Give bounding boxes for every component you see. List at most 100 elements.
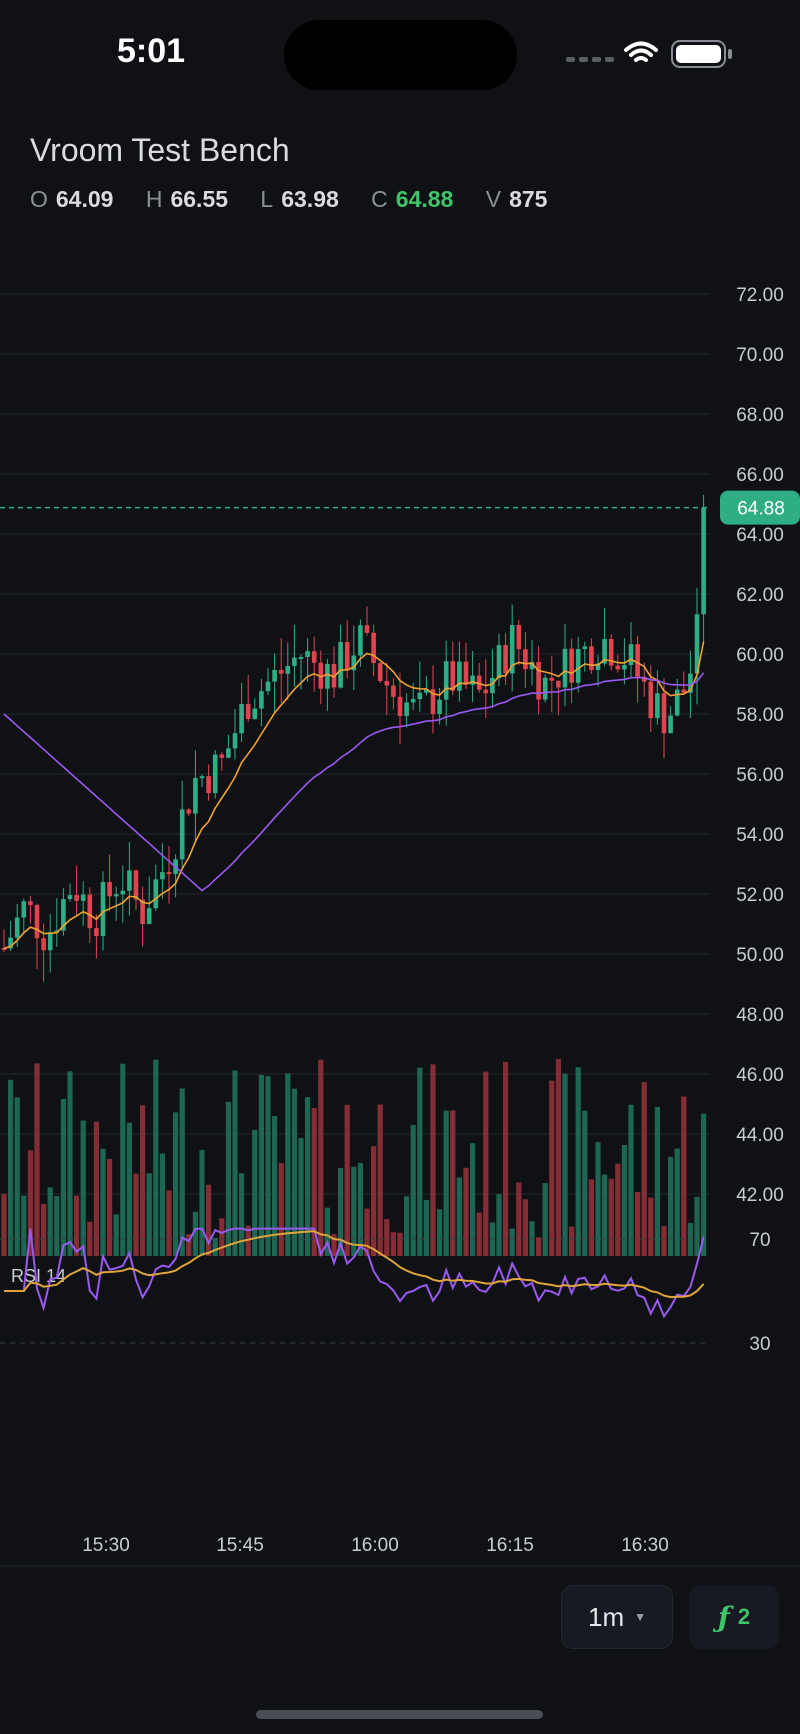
volume-bar <box>668 1156 674 1256</box>
volume-bars <box>1 1058 707 1256</box>
cellular-signal-icon <box>566 57 614 62</box>
volume-bar <box>357 1162 363 1256</box>
volume-bar <box>542 1183 548 1256</box>
candle-body <box>232 733 238 749</box>
candle-body <box>602 638 607 664</box>
volume-bar <box>298 1138 304 1256</box>
volume-bar <box>384 1219 390 1256</box>
volume-bar <box>536 1237 542 1256</box>
moving-averages <box>3 641 705 950</box>
volume-bar <box>582 1110 588 1256</box>
price-tick-label: 68.00 <box>736 405 784 426</box>
candle-body <box>503 645 508 674</box>
candle-body <box>325 663 330 689</box>
candle-body <box>153 879 159 909</box>
indicators-button[interactable]: ƒ 2 <box>689 1585 779 1649</box>
price-tick-label: 62.00 <box>736 585 784 606</box>
candle-body <box>34 905 40 939</box>
volume-bar <box>344 1104 350 1256</box>
candle-body <box>272 669 277 682</box>
volume-bar <box>338 1167 344 1256</box>
candle-body <box>100 882 106 937</box>
price-tick-label: 42.00 <box>736 1185 784 1206</box>
volume-value: 875 <box>509 186 548 212</box>
candle-body <box>278 669 284 674</box>
candle-body <box>298 656 304 659</box>
candle-body <box>127 870 132 891</box>
price-tick-label: 54.00 <box>736 825 784 846</box>
candle-body <box>245 704 251 719</box>
price-tick-label: 60.00 <box>736 645 784 666</box>
candle-body <box>430 689 436 714</box>
candle-body <box>701 507 706 615</box>
candles <box>1 494 706 982</box>
high-key: H <box>145 186 163 212</box>
volume-bar <box>575 1067 581 1256</box>
volume-bar <box>476 1212 482 1256</box>
rsi-line <box>4 1227 705 1319</box>
volume-bar <box>285 1073 291 1256</box>
volume-bar <box>225 1101 231 1256</box>
volume-bar <box>641 1082 647 1256</box>
open-key: O <box>30 186 48 212</box>
price-chart[interactable]: 72.00 70.00 68.00 66.00 64.00 62.00 60.00 58.00… <box>0 260 800 1590</box>
volume-bar <box>166 1190 172 1256</box>
volume-bar <box>410 1124 416 1256</box>
candle-body <box>549 677 555 681</box>
volume-bar <box>694 1196 700 1256</box>
price-tick-label: 48.00 <box>736 1005 784 1026</box>
candle-body <box>364 625 370 633</box>
high-value: 66.55 <box>170 186 229 212</box>
close-value: 64.88 <box>395 186 454 212</box>
low-value: 63.98 <box>281 186 339 212</box>
candle-body <box>648 681 654 719</box>
candle-body <box>490 677 495 694</box>
volume-bar <box>100 1148 106 1256</box>
candle-body <box>358 625 363 656</box>
candle-body <box>252 708 258 719</box>
price-tick-label: 56.00 <box>736 765 784 786</box>
candle-body <box>562 648 568 688</box>
volume-bar <box>635 1192 641 1256</box>
candle-body <box>536 662 541 700</box>
volume-bar <box>562 1073 568 1256</box>
price-tick-label: 64.00 <box>736 525 784 546</box>
volume-bar <box>74 1195 80 1256</box>
volume-bar <box>67 1071 73 1256</box>
candle-body <box>582 646 588 650</box>
timeframe-selector[interactable]: 1m ▼ <box>561 1585 673 1649</box>
candle-body <box>476 675 482 690</box>
candle-body <box>569 648 574 683</box>
home-indicator <box>256 1710 543 1719</box>
rsi-level-label: 30 <box>749 1334 770 1355</box>
status-bar: 5:01 <box>0 0 800 110</box>
candle-body <box>641 676 647 682</box>
price-tick-label: 46.00 <box>736 1065 784 1086</box>
volume-bar <box>621 1145 627 1256</box>
volume-bar <box>628 1104 634 1256</box>
candle-body <box>67 895 73 900</box>
volume-bar <box>107 1158 113 1256</box>
candle-body <box>305 651 310 657</box>
candle-body <box>589 646 594 670</box>
volume-bar <box>93 1121 99 1256</box>
candle-body <box>344 642 350 671</box>
status-time: 5:01 <box>117 32 186 70</box>
candle-body <box>160 872 165 880</box>
candle-body <box>417 692 423 700</box>
volume-bar <box>41 1203 47 1256</box>
indicator-count: 2 <box>737 1604 751 1629</box>
volume-bar <box>371 1146 377 1256</box>
candle-body <box>575 649 581 683</box>
candle-body <box>371 632 376 663</box>
volume-bar <box>496 1194 502 1256</box>
volume-bar <box>265 1076 271 1256</box>
candle-body <box>186 809 192 814</box>
volume-bar <box>87 1221 93 1256</box>
volume-bar <box>80 1120 86 1256</box>
volume-bar <box>443 1110 449 1256</box>
volume-bar <box>192 1211 198 1256</box>
price-tick-label: 70.00 <box>736 345 784 366</box>
candle-body <box>397 696 403 717</box>
volume-bar <box>674 1148 680 1256</box>
